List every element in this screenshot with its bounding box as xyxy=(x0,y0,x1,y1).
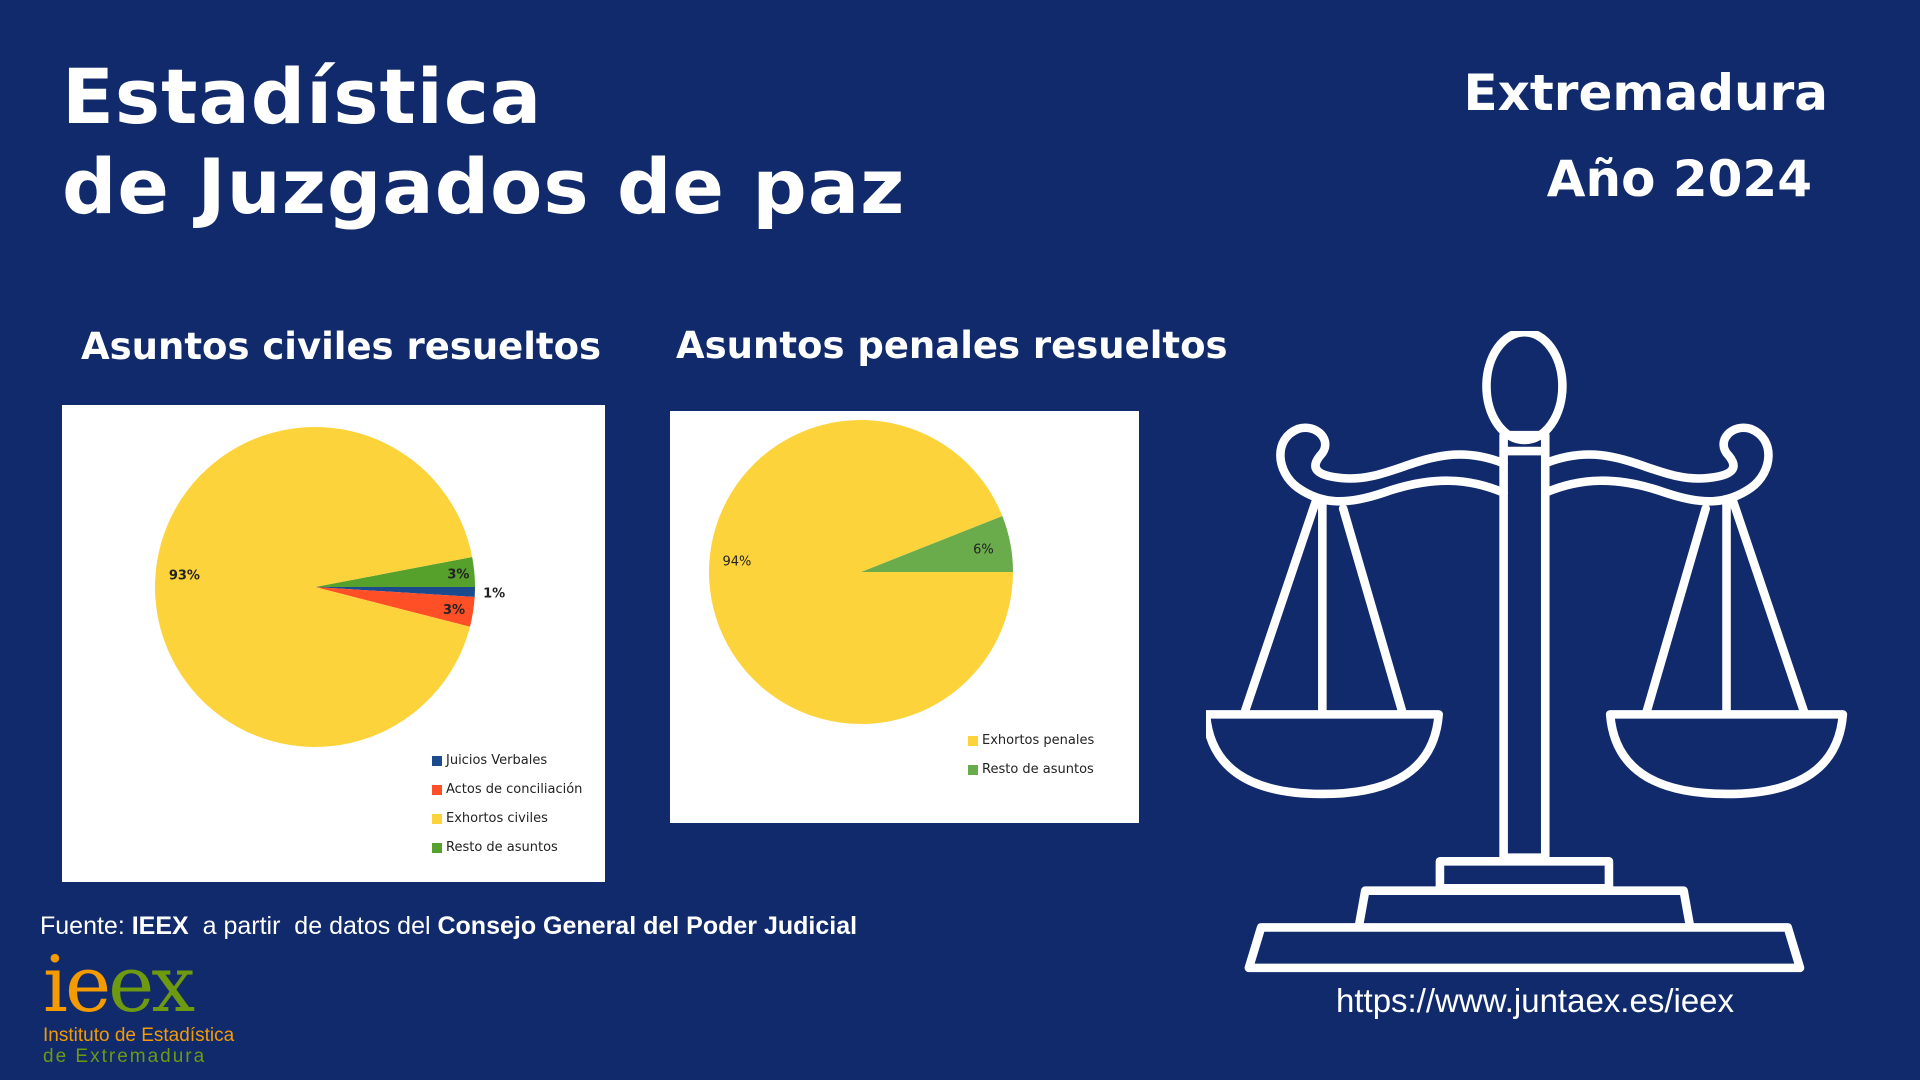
logo-ie: ie xyxy=(43,940,111,1030)
legend-item: Resto de asuntos xyxy=(432,833,582,862)
legend-swatch xyxy=(968,735,978,746)
source-org: IEEX xyxy=(131,912,189,940)
pie-slice-resto-de-asuntos xyxy=(315,557,475,587)
title-line-1: Estadística xyxy=(62,52,543,141)
pie-slice-exhortos-civiles xyxy=(154,426,473,747)
data-label: 94% xyxy=(722,554,751,569)
penal-chart: 6% 94% Exhortos penales Resto de asuntos xyxy=(670,411,1139,823)
legend-item: Juicios Verbales xyxy=(432,746,582,775)
legend-label: Actos de conciliación xyxy=(446,782,583,797)
civil-legend: Juicios Verbales Actos de conciliación Exh… xyxy=(432,746,582,862)
legend-label: Juicios Verbales xyxy=(446,753,548,768)
legend-item: Exhortos civiles xyxy=(432,804,582,833)
civil-chart: 3% 1% 3% 93% Juicios Verbales Actos de conci… xyxy=(62,405,605,882)
website-link[interactable]: https://www.juntaex.es/ieex xyxy=(1336,982,1735,1019)
civil-pie: 3% 1% 3% 93% xyxy=(154,426,505,747)
penal-chart-title: Asuntos penales resueltos xyxy=(676,324,1228,367)
legend-swatch xyxy=(432,813,442,824)
pie-slice-resto-de-asuntos xyxy=(861,516,1013,572)
logo-ex: ex xyxy=(108,940,195,1030)
source-prefix: Fuente: xyxy=(40,912,132,940)
penal-legend: Exhortos penales Resto de asuntos xyxy=(968,726,1094,784)
logo-line1: Instituto de Estadística xyxy=(43,1025,235,1046)
legend-item: Actos de conciliación xyxy=(432,775,582,804)
logo-line2: de Extremadura xyxy=(43,1046,207,1067)
legend-swatch xyxy=(432,755,442,766)
legend-item: Exhortos penales xyxy=(968,726,1094,755)
year-label: Año 2024 xyxy=(1546,150,1812,208)
data-label: 93% xyxy=(169,569,200,584)
region-label: Extremadura xyxy=(1463,64,1828,122)
data-label: 3% xyxy=(443,603,465,618)
pie-slice-actos-de-conciliaci-n xyxy=(315,587,475,627)
data-label: 6% xyxy=(973,543,994,558)
legend-item: Resto de asuntos xyxy=(968,755,1094,784)
legend-label: Exhortos civiles xyxy=(446,811,548,826)
legend-swatch xyxy=(968,764,978,775)
source-note: Fuente: IEEX a partir de datos del Conse… xyxy=(40,912,857,941)
civil-chart-title: Asuntos civiles resueltos xyxy=(81,325,602,368)
pie-slice-juicios-verbales xyxy=(315,587,475,598)
pie-slice-exhortos-penales xyxy=(708,420,1013,724)
page-title: Estadística de Juzgados de paz xyxy=(62,52,905,232)
legend-label: Exhortos penales xyxy=(982,733,1095,748)
legend-label: Resto de asuntos xyxy=(982,762,1094,777)
data-label: 3% xyxy=(447,567,469,582)
legend-label: Resto de asuntos xyxy=(446,840,558,855)
legend-swatch xyxy=(432,842,442,853)
source-mid: a partir de datos del xyxy=(188,912,438,940)
data-label: 1% xyxy=(483,587,505,602)
legend-swatch xyxy=(432,784,442,795)
scales-of-justice-icon xyxy=(1206,331,1848,973)
penal-pie: 6% 94% xyxy=(708,420,1013,724)
source-body: Consejo General del Poder Judicial xyxy=(437,912,858,940)
ieex-logo: ieex Instituto de Estadística de Extrema… xyxy=(43,946,235,1068)
title-line-2: de Juzgados de paz xyxy=(62,142,906,231)
